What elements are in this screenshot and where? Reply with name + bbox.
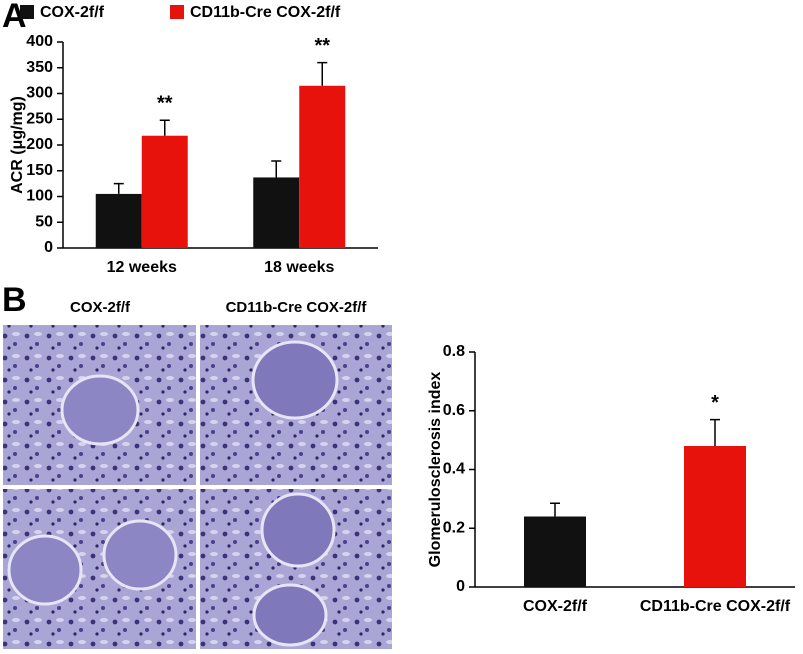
bar — [299, 85, 346, 249]
y-tick-label: 350 — [26, 59, 53, 76]
bar — [684, 446, 746, 587]
glomerulus — [7, 534, 83, 606]
bar — [141, 135, 188, 248]
y-tick-label: 0.6 — [443, 402, 465, 419]
significance-label: ** — [157, 93, 173, 115]
y-tick-label: 0 — [456, 578, 465, 595]
legend-label: CD11b-Cre COX-2f/f — [190, 4, 341, 21]
glomerulus — [60, 374, 140, 446]
micrographs — [3, 325, 392, 649]
x-tick-label: 18 weeks — [264, 259, 334, 276]
y-tick-label: 300 — [26, 85, 53, 102]
error-bar — [317, 61, 328, 86]
error-bar — [159, 119, 170, 136]
x-tick-label: CD11b-Cre COX-2f/f — [640, 598, 791, 615]
image-label: COX-2f/f — [70, 299, 131, 316]
y-tick-label: 250 — [26, 110, 53, 127]
panel-label: B — [2, 281, 27, 319]
y-tick-label: 100 — [26, 188, 53, 205]
y-tick-label: 0.8 — [443, 343, 465, 360]
y-tick-label: 0.2 — [443, 519, 465, 536]
y-tick-label: 150 — [26, 162, 53, 179]
glomerulus — [260, 492, 336, 568]
legend-swatch — [20, 5, 34, 19]
y-tick-label: 50 — [35, 213, 53, 230]
y-tick-label: 0 — [44, 239, 53, 256]
error-bar — [271, 160, 282, 178]
error-bar — [710, 418, 720, 446]
significance-label: ** — [314, 35, 330, 57]
bar — [524, 516, 586, 587]
x-tick-label: COX-2f/f — [523, 598, 588, 615]
bar — [253, 177, 300, 248]
legend-label: COX-2f/f — [40, 4, 105, 21]
error-bar — [550, 502, 560, 517]
error-bar — [113, 182, 124, 194]
glomerulus — [102, 519, 178, 591]
legend-swatch — [170, 5, 184, 19]
significance-label: * — [711, 392, 719, 414]
bar — [95, 193, 142, 248]
glomerulus — [251, 340, 339, 420]
y-tick-label: 400 — [26, 33, 53, 50]
glomerulus — [252, 583, 328, 647]
image-label: CD11b-Cre COX-2f/f — [226, 299, 368, 316]
y-axis-label: ACR (μg/mg) — [9, 96, 26, 194]
y-axis-label: Glomerulosclerosis index — [427, 372, 444, 568]
y-tick-label: 200 — [26, 136, 53, 153]
y-tick-label: 0.4 — [443, 461, 465, 478]
x-tick-label: 12 weeks — [107, 259, 177, 276]
